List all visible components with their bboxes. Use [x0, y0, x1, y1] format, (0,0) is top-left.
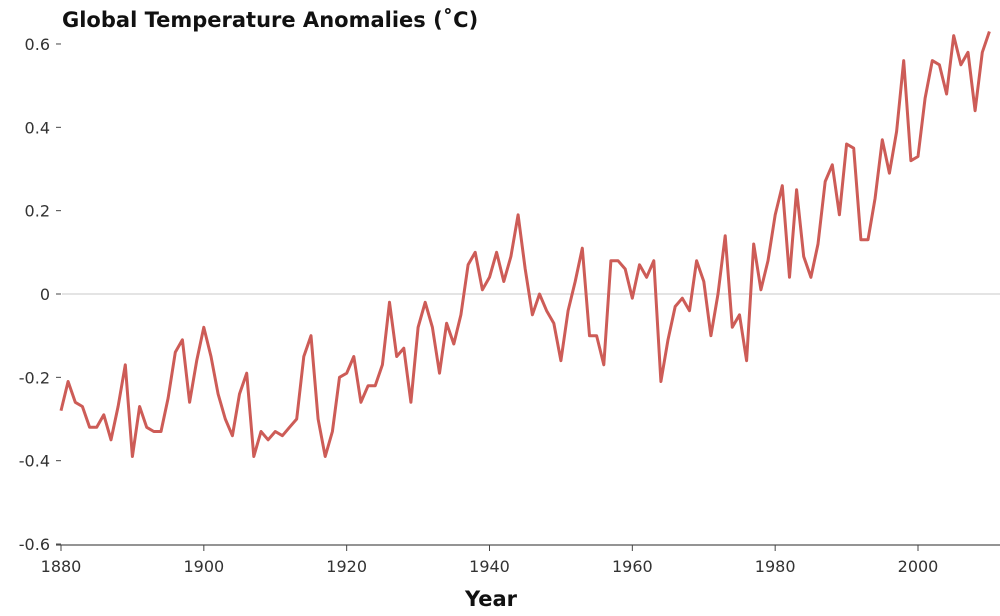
x-tick-label: 1900: [183, 557, 224, 576]
x-axis: 1880 1900 1920 1940 1960 1980 2000: [41, 545, 939, 576]
x-tick-label: 1960: [612, 557, 653, 576]
y-tick-label: -0.4: [19, 452, 50, 471]
y-tick-label: 0.6: [25, 35, 50, 54]
chart-title: Global Temperature Anomalies (˚C): [62, 8, 478, 32]
y-tick-label: 0.4: [25, 118, 50, 137]
y-tick-label: -0.2: [19, 368, 50, 387]
x-axis-label: Year: [464, 587, 518, 611]
temperature-series-line: [59, 31, 991, 458]
x-tick-label: 1940: [469, 557, 510, 576]
y-tick-label: 0.2: [25, 202, 50, 221]
y-axis: 0.6 0.4 0.2 0 -0.2 -0.4 -0.6: [19, 35, 61, 554]
x-tick-label: 2000: [898, 557, 939, 576]
y-tick-label: -0.6: [19, 535, 50, 554]
x-tick-label: 1980: [755, 557, 796, 576]
y-tick-label: 0: [40, 285, 50, 304]
x-tick-label: 1880: [41, 557, 82, 576]
x-tick-label: 1920: [326, 557, 367, 576]
